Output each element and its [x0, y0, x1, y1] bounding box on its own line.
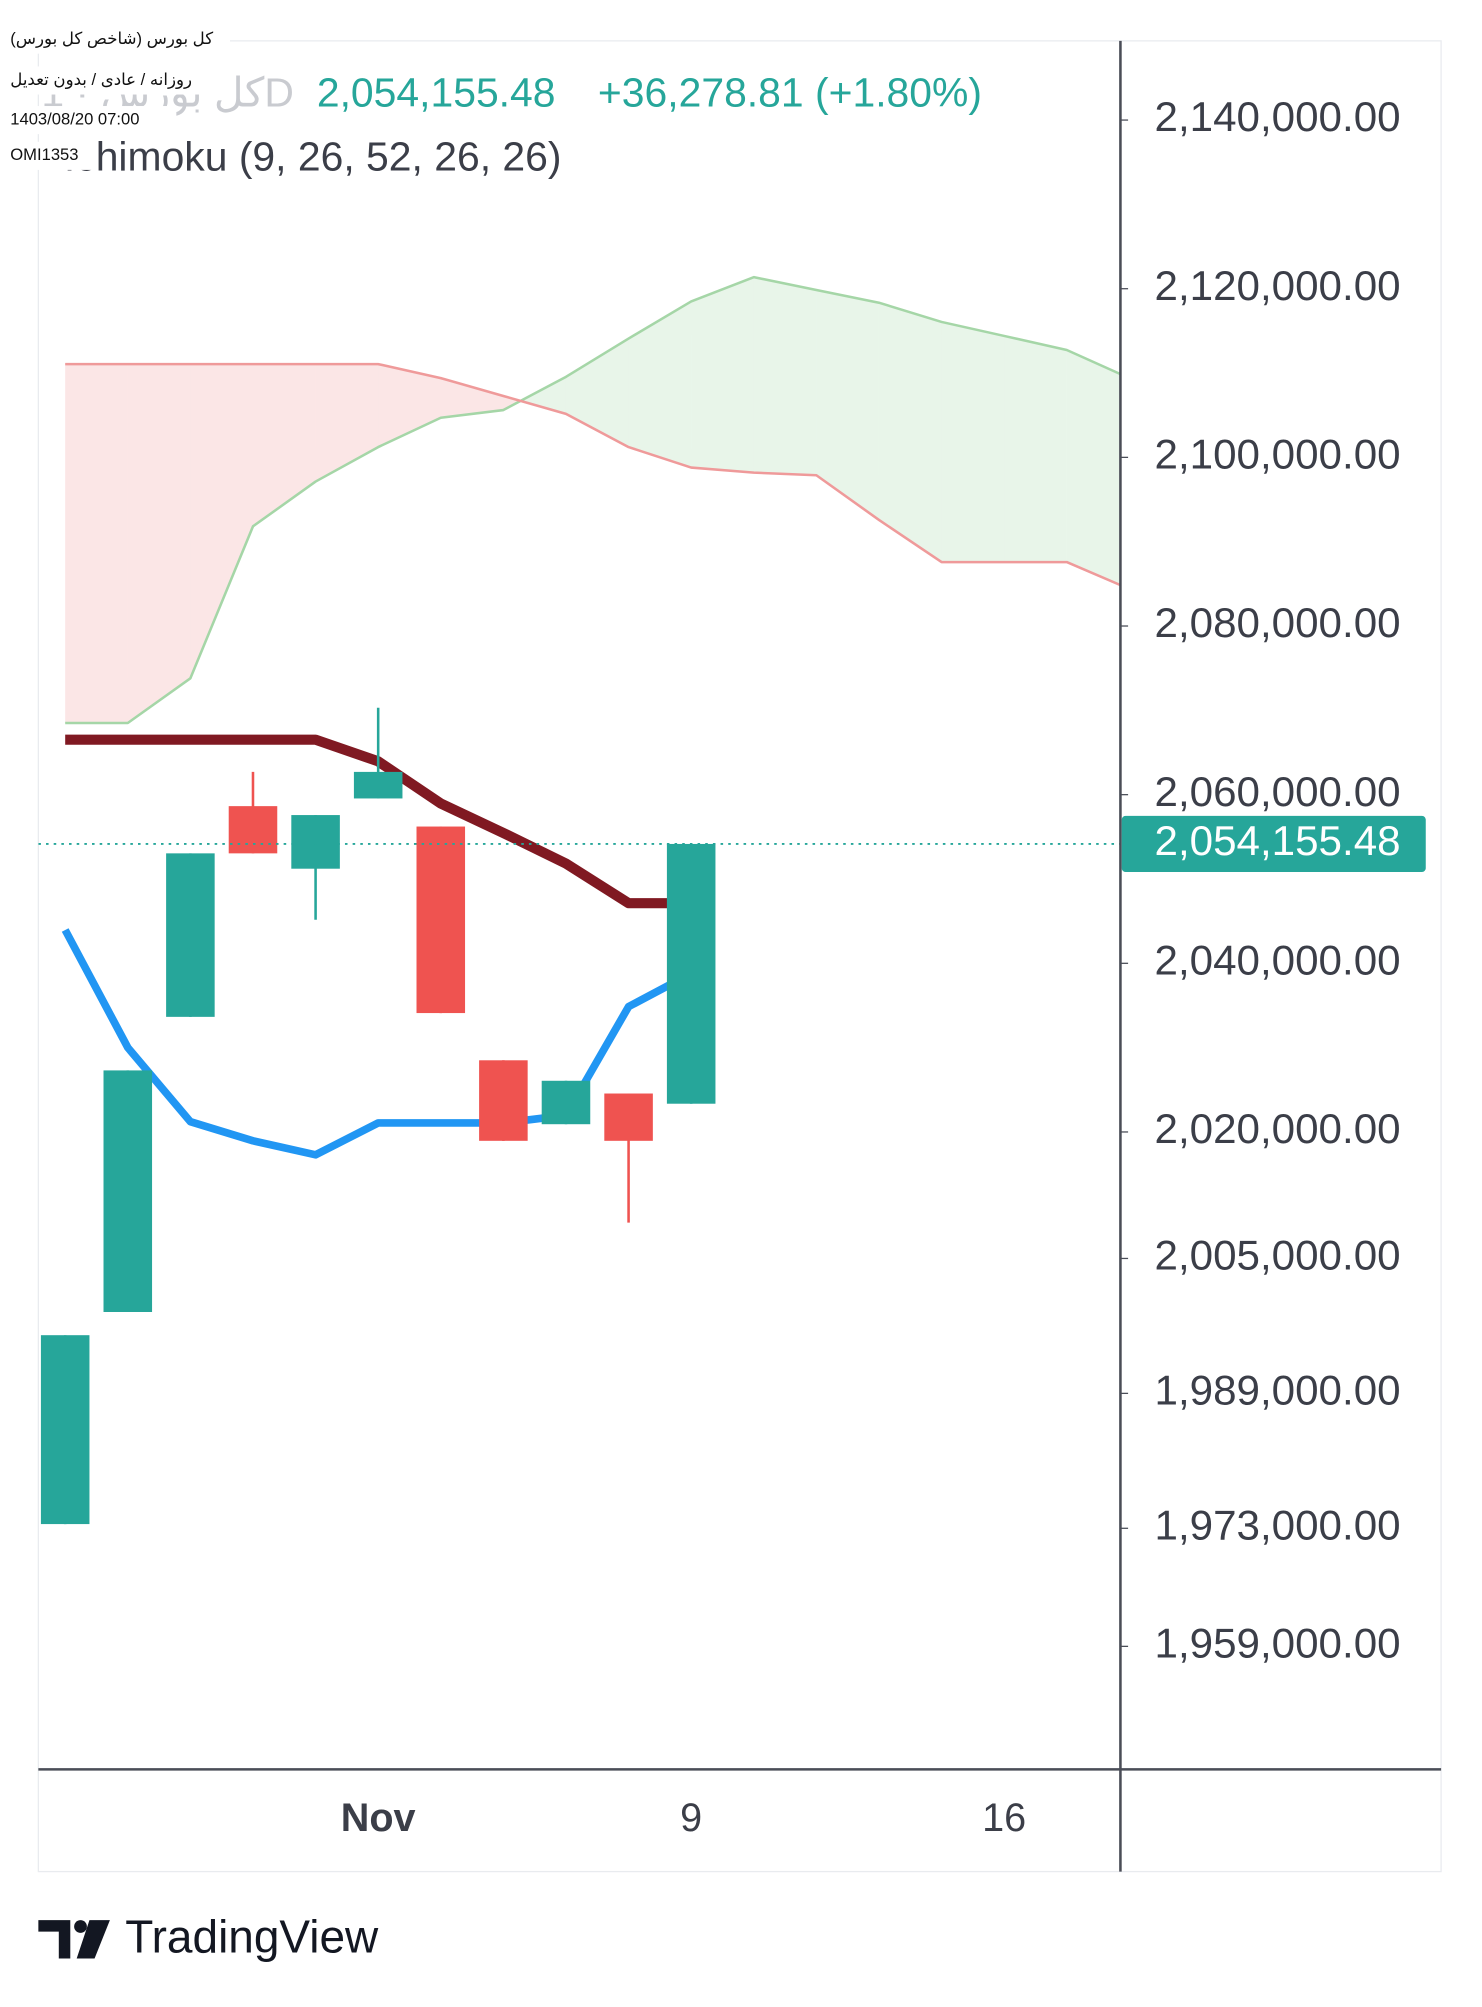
- cloud-fill: [252, 364, 316, 527]
- candle-body: [604, 1093, 653, 1141]
- x-tick-label: Nov: [341, 1796, 416, 1840]
- overlay-bg: [5, 25, 230, 54]
- y-tick-label: 1,989,000.00: [1155, 1367, 1401, 1414]
- cloud-fill: [440, 378, 504, 418]
- leading-span-a: [65, 275, 1121, 725]
- x-tick-label: 9: [680, 1796, 702, 1840]
- cloud-fill: [878, 302, 942, 563]
- last-price-tag: [1121, 815, 1426, 873]
- y-tick-label: 2,100,000.00: [1155, 431, 1401, 478]
- candle-body: [353, 771, 403, 799]
- cloud-fill: [190, 364, 253, 679]
- cloud-fill: [941, 321, 1005, 563]
- cloud-fill: [520, 376, 566, 414]
- conversion-line: [61, 928, 693, 1159]
- candle-body: [479, 1060, 528, 1141]
- indicator-label: Ichimoku (9, 26, 52, 26, 26): [64, 133, 562, 179]
- axes: 2,140,000.00 2,120,000.00 2,100,000.00 2,08…: [341, 93, 1426, 1840]
- cloud-fill: [65, 364, 128, 723]
- cloud-fill: [1066, 350, 1121, 586]
- candle-body: [40, 1335, 90, 1525]
- candle-body: [541, 1080, 591, 1125]
- cloud-fill: [378, 364, 441, 448]
- overlay-bg: [5, 106, 177, 135]
- change: +36,278.81 (+1.80%): [598, 70, 982, 116]
- brand: TradingView: [125, 1911, 379, 1963]
- candle-body: [103, 1070, 153, 1312]
- code: OMI1353: [10, 145, 78, 164]
- overlay-bg: [5, 141, 98, 170]
- y-tick-label: 1,959,000.00: [1155, 1619, 1401, 1666]
- y-tick-label: 2,060,000.00: [1155, 768, 1401, 815]
- leading-span-b: [65, 362, 1121, 587]
- datetime: 1403/08/20 07:00: [10, 109, 139, 128]
- candle-body: [666, 843, 716, 1104]
- index-name: کل بورس (شاخص کل بورس): [10, 29, 213, 49]
- plot-area: [38, 275, 1121, 1525]
- last-price: 2,054,155.48: [317, 70, 556, 116]
- cloud-fill: [816, 289, 879, 520]
- cloud-fill: [753, 277, 817, 476]
- cloud-fill: [315, 364, 379, 482]
- cloud-fill: [691, 277, 754, 473]
- overlay-bg: [5, 66, 210, 95]
- interval: روزانه / عادی / بدون تعدیل: [10, 70, 192, 90]
- brand-logo: [38, 1920, 110, 1959]
- cloud-fill: [1004, 335, 1067, 563]
- cloud-fill: [127, 364, 191, 723]
- candle-body: [166, 853, 215, 1017]
- cloud-fill: [565, 338, 629, 448]
- candle-body: [416, 826, 466, 1014]
- frame: [37, 40, 1442, 1873]
- x-tick-label: 16: [982, 1796, 1026, 1840]
- y-tick-label: 2,005,000.00: [1155, 1232, 1401, 1279]
- y-tick-label: 1,973,000.00: [1155, 1501, 1401, 1548]
- last-price-tag-label: 2,054,155.48: [1155, 817, 1401, 864]
- candle-body: [228, 806, 278, 854]
- cloud-fill: [628, 301, 692, 468]
- y-tick-label: 2,040,000.00: [1155, 936, 1401, 983]
- y-tick-label: 2,120,000.00: [1155, 262, 1401, 309]
- y-tick-label: 2,140,000.00: [1155, 93, 1401, 140]
- candle-body: [291, 815, 340, 869]
- y-tick-label: 2,080,000.00: [1155, 599, 1401, 646]
- y-tick-label: 2,020,000.00: [1155, 1105, 1401, 1152]
